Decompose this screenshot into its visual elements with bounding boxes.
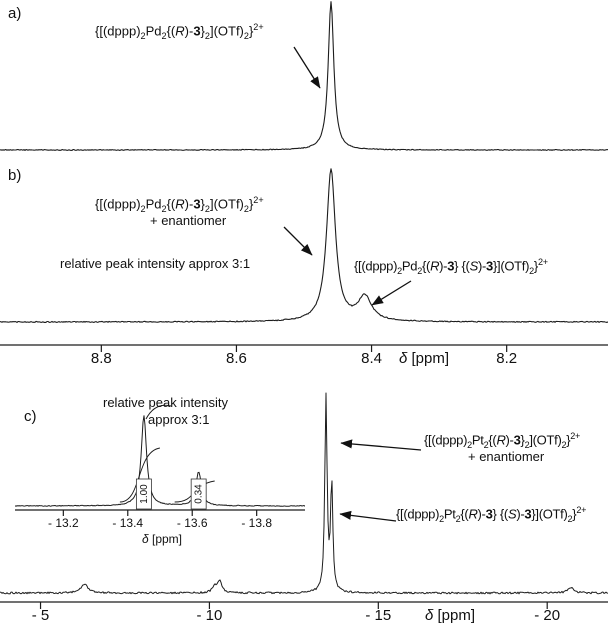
peak-ratio-note-b: relative peak intensity approx 3:1 — [60, 256, 251, 271]
axis-tick-label: 8.4 — [361, 350, 382, 367]
axis-tick-label: - 20 — [534, 607, 560, 624]
x-axis-title: δ [ppm] — [399, 350, 449, 367]
spectrum-trace — [15, 415, 305, 507]
integral-value: 0.34 — [194, 484, 205, 504]
spectrum-trace — [0, 392, 608, 595]
integral-box — [190, 478, 207, 510]
panel-label-a: a) — [8, 5, 22, 22]
peak-assignment-c-main: {[(dppp)2Pt2{(R)-3}2](OTf)2}2+ — [424, 431, 581, 450]
peak-assignment-b-main-line2: + enantiomer — [150, 213, 227, 228]
spectrum-panel-c-inset: - 13.2 - 13.4 - 13.6 - 13.8 δ [ppm] 1.00 0.34 — [15, 404, 305, 546]
integral-box — [135, 478, 152, 510]
peak-assignment-b-main: {[(dppp)2Pd2{(R)-3}2](OTf)2}2+ — [95, 195, 264, 214]
inset-ratio-note-line1: relative peak intensity — [103, 395, 229, 410]
x-axis-title: δ [ppm] — [142, 532, 182, 546]
x-axis-title: δ [ppm] — [425, 607, 475, 624]
axis-tick-label: - 10 — [196, 607, 222, 624]
axis-tick-label: 8.8 — [91, 350, 112, 367]
integral-curve — [119, 447, 160, 503]
axis-tick-label: - 13.6 — [177, 516, 208, 530]
peak-assignment-c-main-line2: + enantiomer — [468, 449, 545, 464]
pointer-curve — [145, 404, 172, 420]
panel-label-b: b) — [8, 167, 22, 184]
peak-assignment-c-minor: {[(dppp)2Pt2{(R)-3} {(S)-3}](OTf)2}2+ — [396, 505, 587, 524]
inset-ratio-note-line2: approx 3:1 — [148, 412, 210, 427]
spectrum-panel-c: - 5 - 10 - 15 - 20 δ [ppm] — [0, 392, 608, 624]
peak-assignment-a: {[(dppp)2Pd2{(R)-3}2](OTf)2}2+ — [95, 22, 264, 41]
spectrum-panel-a — [0, 1, 608, 151]
axis-tick-label: - 13.4 — [112, 516, 143, 530]
spectrum-panel-b: 8.8 8.6 8.4 8.2 δ [ppm] — [0, 168, 608, 367]
axis-tick-label: 8.6 — [226, 350, 247, 367]
panel-label-c: c) — [24, 408, 37, 425]
axis-tick-label: - 13.2 — [48, 516, 79, 530]
axis-tick-label: 8.2 — [496, 350, 517, 367]
integral-value: 1.00 — [139, 484, 150, 504]
axis-tick-label: - 13.8 — [241, 516, 272, 530]
spectrum-trace — [0, 168, 608, 323]
axis-tick-label: - 15 — [365, 607, 391, 624]
spectrum-trace — [0, 1, 608, 151]
peak-assignment-b-minor: {[(dppp)2Pd2{(R)-3} {(S)-3}](OTf)2}2+ — [354, 257, 548, 276]
axis-tick-label: - 5 — [32, 607, 50, 624]
